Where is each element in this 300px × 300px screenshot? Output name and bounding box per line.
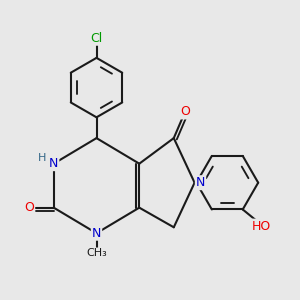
Text: O: O	[24, 201, 34, 214]
Text: N: N	[92, 227, 101, 240]
Text: Cl: Cl	[90, 32, 103, 45]
Text: N: N	[49, 157, 58, 170]
Text: N: N	[196, 176, 205, 189]
Text: CH₃: CH₃	[86, 248, 107, 258]
Text: H: H	[38, 153, 46, 163]
Text: O: O	[181, 106, 190, 118]
Text: HO: HO	[252, 220, 272, 232]
